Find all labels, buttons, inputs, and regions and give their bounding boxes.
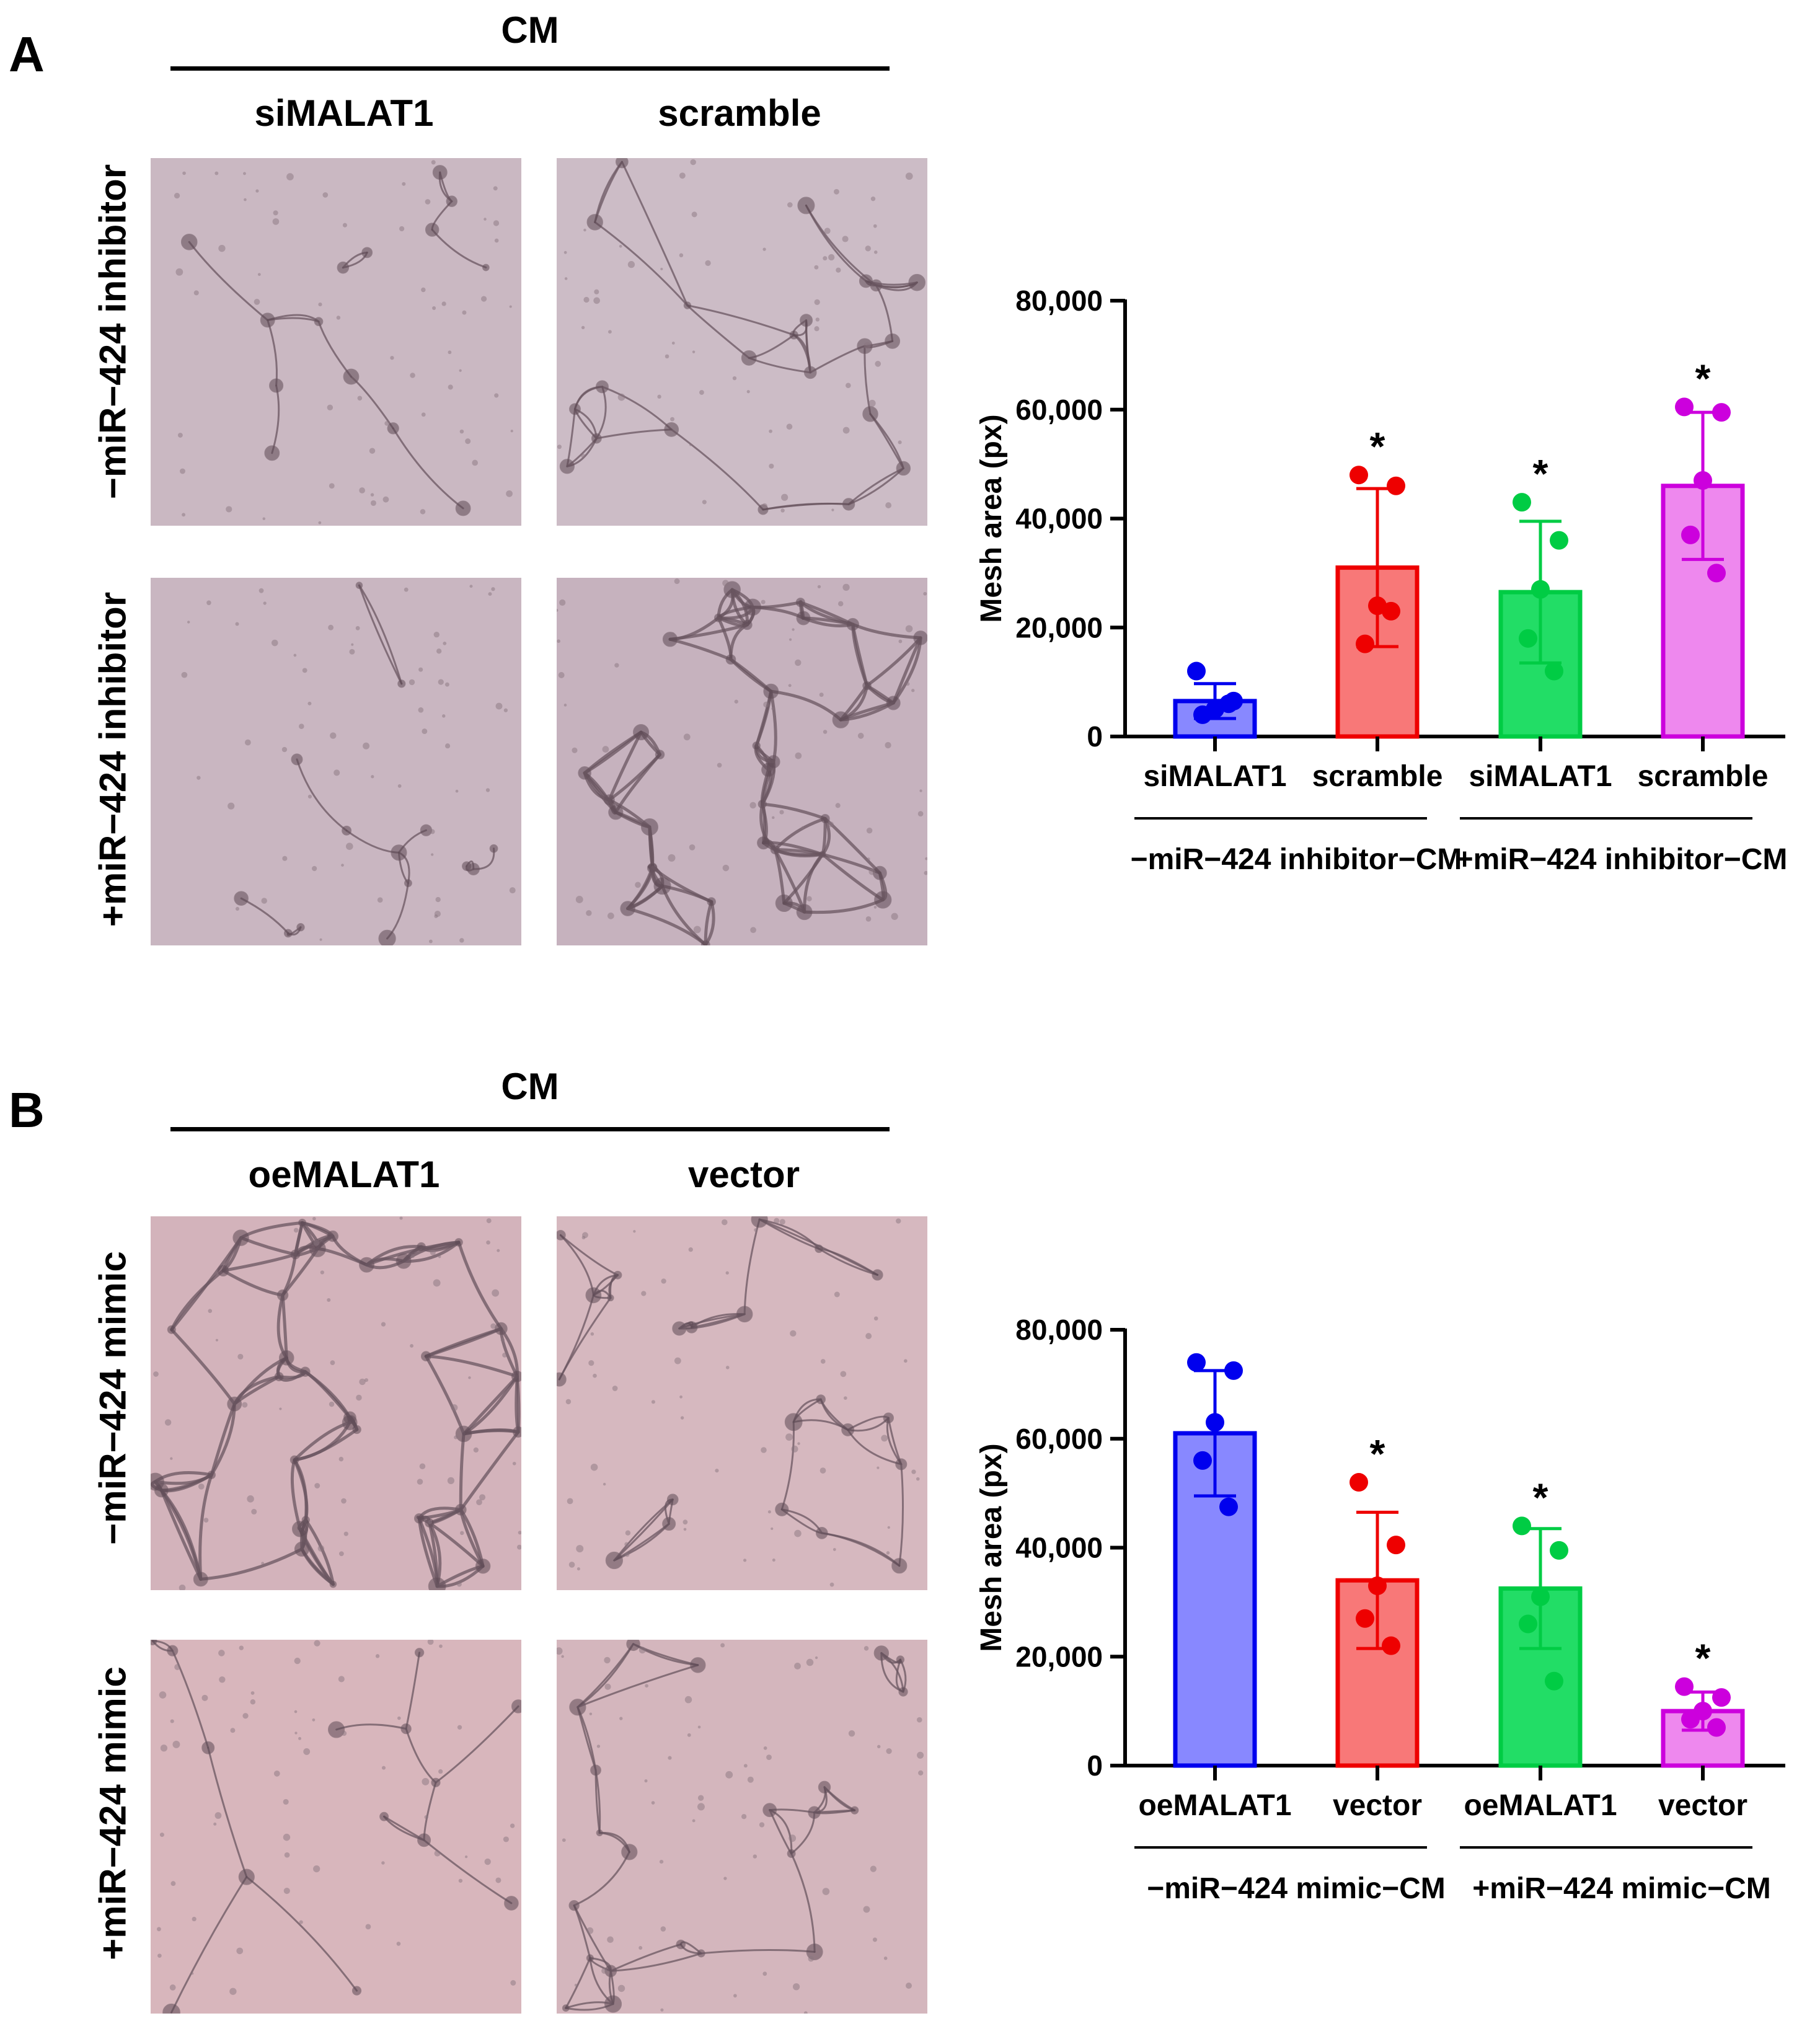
y-tick-label: 80,000 (1015, 285, 1103, 317)
group-label: −miR−424 mimic−CM (1147, 1872, 1446, 1905)
panel-letter-b: B (9, 1082, 45, 1138)
cm-underline-b (170, 1127, 890, 1131)
data-point (1694, 471, 1712, 490)
x-tick-label: scramble (1312, 760, 1443, 793)
data-point (1356, 1609, 1374, 1628)
cm-title-a: CM (501, 9, 559, 51)
cm-title-b: CM (501, 1066, 559, 1107)
column-label-a-2: scramble (658, 92, 821, 134)
data-point (1350, 1473, 1368, 1492)
bar (1335, 1578, 1420, 1768)
group-label: +miR−424 inhibitor−CM (1456, 843, 1788, 876)
data-point (1550, 1541, 1568, 1560)
significance-marker: * (1695, 1636, 1711, 1681)
data-point (1219, 694, 1238, 714)
y-tick-label: 60,000 (1015, 1423, 1103, 1455)
data-point (1193, 1451, 1212, 1470)
group-label: +miR−424 mimic−CM (1472, 1872, 1771, 1905)
y-tick-label: 60,000 (1015, 394, 1103, 426)
data-point (1187, 1353, 1206, 1372)
data-point (1707, 1718, 1726, 1737)
significance-marker: * (1370, 1431, 1385, 1476)
y-axis-label: Mesh area (px) (975, 1443, 1008, 1652)
data-point (1356, 634, 1374, 653)
data-point (1519, 629, 1537, 648)
data-point (1531, 1587, 1550, 1606)
y-tick-label: 20,000 (1015, 1640, 1103, 1673)
y-tick-label: 40,000 (1015, 1532, 1103, 1564)
data-point (1675, 397, 1694, 417)
x-tick-label: vector (1658, 1789, 1747, 1822)
micrograph-a-simalat1-plus (151, 578, 521, 945)
data-point (1675, 1677, 1694, 1696)
data-point (1712, 1688, 1731, 1707)
group-label: −miR−424 inhibitor−CM (1131, 843, 1462, 876)
column-label-b-1: oeMALAT1 (248, 1154, 440, 1195)
micrograph-b-oemalat1-plus (151, 1640, 521, 2014)
data-point (1206, 1413, 1224, 1432)
data-point (1382, 1636, 1400, 1655)
x-tick-label: scramble (1638, 760, 1769, 793)
bar (1335, 565, 1420, 739)
data-point (1519, 1614, 1537, 1634)
micrograph-image (557, 158, 927, 526)
data-point (1550, 531, 1568, 550)
y-tick-label: 0 (1087, 1749, 1103, 1782)
data-point (1513, 1516, 1531, 1536)
data-point (1219, 1497, 1238, 1516)
significance-marker: * (1695, 356, 1711, 400)
x-tick-label: siMALAT1 (1469, 760, 1612, 793)
micrograph-b-vector-plus (557, 1640, 927, 2014)
micrograph-image (151, 1216, 521, 1590)
data-point (1224, 1361, 1243, 1380)
micrograph-b-vector-minus (557, 1216, 927, 1590)
micrograph-a-simalat1-minus (151, 158, 521, 526)
micrograph-image (557, 1216, 927, 1590)
data-point (1545, 661, 1563, 681)
data-point (1545, 1671, 1563, 1691)
micrograph-image (151, 158, 521, 526)
x-tick-label: oeMALAT1 (1464, 1789, 1617, 1822)
micrograph-image (557, 1640, 927, 2014)
micrograph-image (151, 578, 521, 945)
panel-letter-a: A (9, 27, 45, 82)
data-point (1350, 466, 1368, 485)
micrograph-image (151, 1640, 521, 2014)
data-point (1382, 601, 1400, 621)
data-point (1193, 705, 1212, 724)
data-point (1681, 525, 1700, 544)
y-tick-label: 40,000 (1015, 503, 1103, 535)
y-tick-label: 0 (1087, 720, 1103, 753)
data-point (1513, 493, 1531, 512)
y-axis-label: Mesh area (px) (975, 414, 1008, 622)
micrograph-a-scramble-minus (557, 158, 927, 526)
cm-underline-a (170, 66, 890, 71)
micrograph-a-scramble-plus (557, 578, 927, 945)
y-tick-label: 20,000 (1015, 611, 1103, 643)
data-point (1368, 1577, 1387, 1596)
x-tick-label: vector (1333, 1789, 1422, 1822)
x-tick-label: oeMALAT1 (1138, 1789, 1291, 1822)
micrograph-b-oemalat1-minus (151, 1216, 521, 1590)
y-tick-label: 80,000 (1015, 1314, 1103, 1346)
data-point (1387, 476, 1405, 495)
significance-marker: * (1533, 1475, 1548, 1519)
data-point (1531, 580, 1550, 599)
data-point (1707, 564, 1726, 583)
data-point (1387, 1536, 1405, 1555)
significance-marker: * (1533, 451, 1548, 496)
column-label-b-2: vector (687, 1154, 800, 1195)
micrograph-image (557, 578, 927, 945)
data-point (1681, 1710, 1700, 1729)
significance-marker: * (1370, 424, 1385, 469)
column-label-a-1: siMALAT1 (254, 92, 434, 134)
data-point (1187, 661, 1206, 681)
x-tick-label: siMALAT1 (1143, 760, 1286, 793)
data-point (1712, 403, 1731, 422)
